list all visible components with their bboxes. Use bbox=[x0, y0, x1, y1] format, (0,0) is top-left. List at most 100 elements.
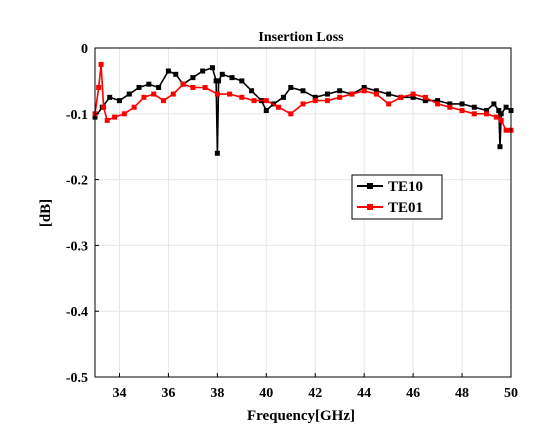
data-point-te10 bbox=[229, 75, 235, 81]
data-point-te01 bbox=[141, 94, 147, 100]
x-tick-label: 46 bbox=[406, 386, 420, 401]
data-point-te10 bbox=[288, 84, 294, 90]
x-tick-label: 48 bbox=[455, 386, 469, 401]
data-point-te01 bbox=[484, 111, 490, 117]
data-point-te01 bbox=[101, 104, 107, 110]
data-point-te10 bbox=[126, 91, 132, 97]
data-point-te01 bbox=[227, 91, 233, 97]
data-point-te01 bbox=[180, 81, 186, 87]
data-point-te10 bbox=[373, 88, 379, 94]
legend-box bbox=[351, 174, 443, 220]
data-point-te01 bbox=[410, 91, 416, 97]
data-point-te10 bbox=[200, 68, 206, 74]
data-point-te10 bbox=[337, 88, 343, 94]
data-point-te01 bbox=[98, 61, 104, 67]
data-point-te10 bbox=[410, 94, 416, 100]
legend-label-te01: TE01 bbox=[388, 200, 423, 216]
data-point-te01 bbox=[471, 111, 477, 117]
data-point-te01 bbox=[202, 84, 208, 90]
data-point-te10 bbox=[263, 108, 269, 114]
data-point-te10 bbox=[216, 78, 222, 84]
data-point-te10 bbox=[156, 84, 162, 90]
data-point-te10 bbox=[214, 150, 220, 156]
data-point-te10 bbox=[447, 101, 453, 107]
data-point-te01 bbox=[121, 111, 127, 117]
data-point-te01 bbox=[398, 94, 404, 100]
x-tick-label: 42 bbox=[308, 386, 322, 401]
y-tick-label: 0 bbox=[81, 42, 88, 57]
data-point-te10 bbox=[239, 78, 245, 84]
legend-marker-te01 bbox=[367, 204, 373, 210]
data-point-te01 bbox=[361, 88, 367, 94]
data-point-te10 bbox=[459, 101, 465, 107]
data-point-te01 bbox=[498, 117, 504, 123]
data-point-te10 bbox=[116, 98, 122, 104]
x-tick-label: 38 bbox=[210, 386, 224, 401]
y-tick-label: -0.4 bbox=[66, 305, 88, 320]
data-point-te01 bbox=[151, 91, 157, 97]
y-axis-label: [dB] bbox=[38, 199, 54, 227]
data-point-te10 bbox=[471, 104, 477, 110]
y-tick-label: -0.1 bbox=[66, 108, 88, 123]
data-point-te10 bbox=[219, 71, 225, 77]
y-tick-label: -0.3 bbox=[66, 239, 88, 254]
data-point-te01 bbox=[190, 84, 196, 90]
data-point-te01 bbox=[96, 84, 102, 90]
data-point-te01 bbox=[239, 94, 245, 100]
y-tick-label: -0.5 bbox=[66, 371, 88, 386]
data-point-te10 bbox=[498, 111, 504, 117]
legend-label-te10: TE10 bbox=[388, 179, 423, 195]
x-tick-label: 44 bbox=[357, 386, 371, 401]
data-point-te01 bbox=[214, 91, 220, 97]
data-point-te10 bbox=[503, 104, 509, 110]
data-point-te10 bbox=[496, 108, 502, 114]
x-tick-label: 34 bbox=[112, 386, 126, 401]
data-point-te10 bbox=[484, 108, 490, 114]
data-point-te01 bbox=[324, 98, 330, 104]
legend: TE10 TE01 bbox=[351, 174, 443, 220]
data-point-te10 bbox=[491, 101, 497, 107]
chart-title: Insertion Loss bbox=[258, 30, 344, 45]
legend-marker-te10 bbox=[367, 183, 373, 189]
data-point-te10 bbox=[312, 94, 318, 100]
x-tick-label: 36 bbox=[161, 386, 175, 401]
data-point-te10 bbox=[324, 91, 330, 97]
data-point-te01 bbox=[493, 114, 499, 120]
data-point-te01 bbox=[503, 127, 509, 133]
data-point-te10 bbox=[249, 88, 255, 94]
data-point-te10 bbox=[422, 98, 428, 104]
data-point-te01 bbox=[435, 101, 441, 107]
data-point-te10 bbox=[280, 94, 286, 100]
data-point-te10 bbox=[497, 144, 503, 150]
data-point-te01 bbox=[131, 104, 137, 110]
data-point-te10 bbox=[190, 75, 196, 81]
data-point-te01 bbox=[300, 101, 306, 107]
x-tick-label: 50 bbox=[504, 386, 518, 401]
plot-frame bbox=[94, 47, 512, 378]
data-point-te10 bbox=[209, 65, 215, 71]
axis-ticks: 34 36 38 40 42 44 46 48 50 0 -0.1 -0.2 -0.3 -0.4 -0.5 bbox=[66, 42, 518, 401]
data-point-te10 bbox=[146, 81, 152, 87]
data-point-te10 bbox=[136, 84, 142, 90]
data-point-te01 bbox=[112, 114, 118, 120]
data-point-te01 bbox=[263, 98, 269, 104]
data-point-te01 bbox=[104, 117, 110, 123]
data-point-te10 bbox=[173, 71, 179, 77]
y-tick-label: -0.2 bbox=[66, 174, 88, 189]
data-point-te01 bbox=[170, 91, 176, 97]
data-point-te01 bbox=[288, 111, 294, 117]
data-point-te01 bbox=[386, 101, 392, 107]
data-point-te01 bbox=[161, 98, 167, 104]
data-point-te01 bbox=[276, 104, 282, 110]
data-point-te01 bbox=[312, 98, 318, 104]
data-point-te01 bbox=[459, 108, 465, 114]
data-point-te10 bbox=[361, 84, 367, 90]
data-point-te10 bbox=[435, 98, 441, 104]
data-point-te01 bbox=[337, 94, 343, 100]
data-point-te10 bbox=[300, 88, 306, 94]
data-point-te01 bbox=[373, 91, 379, 97]
data-point-te01 bbox=[251, 98, 257, 104]
data-point-te01 bbox=[422, 94, 428, 100]
data-point-te10 bbox=[386, 91, 392, 97]
